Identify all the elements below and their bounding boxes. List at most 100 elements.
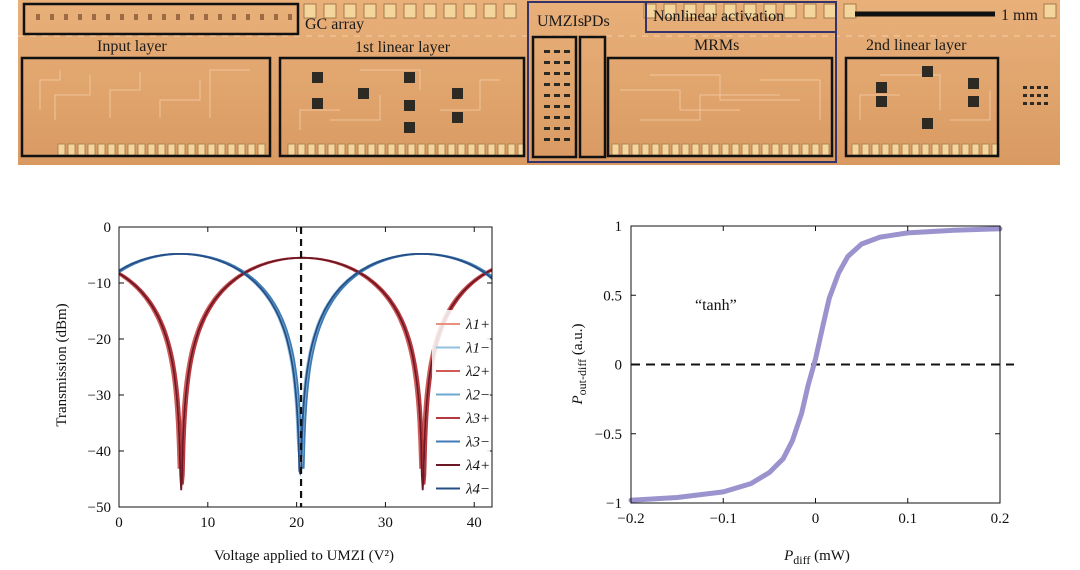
scale-label: 1 mm (1001, 7, 1038, 24)
bond-pad (721, 143, 730, 156)
gc-coupler (64, 14, 68, 20)
x-tick-label: 0.1 (898, 511, 917, 527)
bond-pad (691, 143, 700, 156)
bond-pad (477, 143, 486, 156)
bond-pad (363, 3, 377, 19)
bond-pad (247, 143, 256, 156)
output-element (1037, 94, 1041, 97)
transmission-legend: λ1+ λ1− λ2+ λ2− λ3+ λ3− λ4+ λ4− (432, 310, 490, 502)
umzi-element (554, 83, 560, 86)
bond-pad (467, 143, 476, 156)
bond-pad (483, 3, 497, 19)
bond-pad (217, 143, 226, 156)
bond-pad (207, 143, 216, 156)
bond-pad (323, 3, 337, 19)
bond-pad (457, 143, 466, 156)
bond-pad (641, 143, 650, 156)
umzi-element (564, 105, 570, 108)
transmission-chart: 0 10 20 30 40 0 −10 −20 −30 −40 −50 λ1+ λ1− λ2+ λ2− λ3… (54, 220, 493, 564)
bond-pad (157, 143, 166, 156)
umzis-box (531, 35, 578, 159)
bond-pad (631, 143, 640, 156)
gc-coupler (274, 14, 278, 20)
output-element (1030, 102, 1034, 105)
activation-axes: −0.2 −0.1 0 0.1 0.2 1 0.5 0 −0.5 −1 (595, 219, 1010, 527)
x-tick-label: 0.2 (991, 511, 1010, 527)
bond-pad (921, 143, 930, 156)
bond-pad (497, 143, 506, 156)
bond-pad (663, 3, 677, 19)
x-tick-label: 0 (115, 515, 123, 531)
legend-background (432, 310, 490, 502)
gc-array-box (22, 2, 300, 36)
bond-pad (227, 143, 236, 156)
legend-label: λ4+ (465, 458, 490, 474)
bond-pad (167, 143, 176, 156)
bond-pad (811, 143, 820, 156)
y-tick-label: −10 (88, 276, 111, 292)
x-tick-label: 10 (200, 515, 215, 531)
umzi-element (544, 61, 550, 64)
umzi-element (554, 127, 560, 130)
heater-element (452, 112, 463, 123)
bond-pad (791, 143, 800, 156)
bond-pad (57, 143, 66, 156)
top-pad-row (36, 3, 1057, 20)
activation-plot-area (628, 226, 1014, 503)
nonlinear-region-box (527, 1, 837, 163)
bond-pad (741, 143, 750, 156)
umzi-element (564, 138, 570, 141)
bond-pad (661, 143, 670, 156)
bond-pad (801, 143, 810, 156)
linear2-label: 2nd linear layer (866, 37, 967, 54)
umzi-element (544, 72, 550, 75)
umzi-element (554, 72, 560, 75)
heater-element (968, 78, 979, 89)
output-element (1023, 86, 1027, 89)
transmission-plot-area (118, 227, 493, 507)
bond-pad (423, 3, 437, 19)
umzi-element (564, 116, 570, 119)
bond-pad (621, 143, 630, 156)
bond-pad (297, 143, 306, 156)
bond-pad (961, 143, 970, 156)
umzi-element (554, 105, 560, 108)
legend-label: λ3+ (465, 411, 490, 427)
output-element (1023, 102, 1027, 105)
mrms-label: MRMs (694, 37, 739, 54)
bond-pad (377, 143, 386, 156)
umzi-element (564, 83, 570, 86)
bond-pad (127, 143, 136, 156)
bond-pad (317, 143, 326, 156)
bond-pad (871, 143, 880, 156)
chip-micrograph: GC array Input layer 1st linear layer UM… (18, 0, 1060, 165)
bond-pad (237, 143, 246, 156)
bond-pad (463, 3, 477, 19)
umzis-label: UMZIs (537, 13, 584, 30)
bond-pad (87, 143, 96, 156)
umzi-element (564, 72, 570, 75)
y-tick-label: 0.5 (603, 288, 622, 304)
gc-coupler (176, 14, 180, 20)
bond-pad (417, 143, 426, 156)
heater-element (876, 82, 887, 93)
output-element (1044, 94, 1048, 97)
bond-pad (387, 143, 396, 156)
bond-pad (971, 143, 980, 156)
umzi-element (544, 105, 550, 108)
bond-pad (931, 143, 940, 156)
bond-pad (117, 143, 126, 156)
bond-pad (407, 143, 416, 156)
bond-pad (357, 143, 366, 156)
umzi-element (544, 94, 550, 97)
input-layer-label: Input layer (97, 38, 167, 55)
y-tick-label: −40 (88, 444, 111, 460)
plot-frame (118, 226, 493, 508)
umzi-element (554, 138, 560, 141)
gc-coupler (134, 14, 138, 20)
gc-coupler (120, 14, 124, 20)
series-line-7 (118, 256, 493, 491)
heater-element (922, 66, 933, 77)
output-element (1030, 94, 1034, 97)
bond-pad (981, 143, 990, 156)
